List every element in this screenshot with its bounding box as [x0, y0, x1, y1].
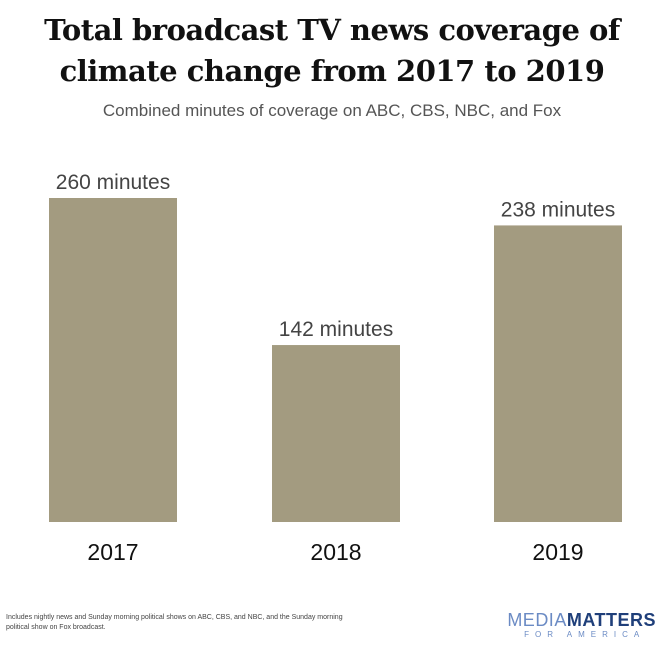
- media-matters-logo: MEDIAMATTERS FOR AMERICA: [507, 610, 656, 640]
- bar-2017: [49, 198, 177, 522]
- logo-tagline: FOR AMERICA: [524, 630, 646, 639]
- x-tick-label-2018: 2018: [310, 539, 361, 565]
- x-tick-label-2017: 2017: [87, 539, 138, 565]
- bar-2018: [272, 345, 400, 522]
- bar-2019: [494, 225, 622, 522]
- data-label-2017: 260 minutes: [56, 171, 170, 194]
- logo-word-matters: MATTERS: [566, 610, 656, 630]
- x-tick-label-2019: 2019: [532, 539, 583, 565]
- chart-title: Total broadcast TV news coverage of clim…: [44, 13, 620, 88]
- data-label-2019: 238 minutes: [501, 198, 615, 221]
- data-label-2018: 142 minutes: [279, 318, 393, 341]
- chart-subtitle: Combined minutes of coverage on ABC, CBS…: [102, 101, 562, 120]
- logo-word-media: MEDIA: [507, 610, 567, 630]
- footnote: Includes nightly news and Sunday morning…: [6, 614, 343, 631]
